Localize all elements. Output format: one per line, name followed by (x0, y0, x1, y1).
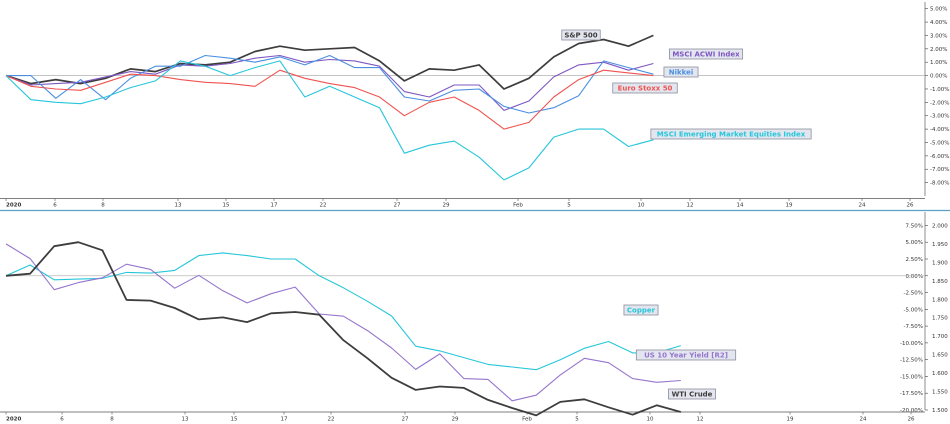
bottom-chart-panel: 7.50% 5.00% 2.50% 0.00% -2.50% -5.00% -7.50% -1… (0, 212, 948, 423)
euro-stoxx-50-label-box (612, 82, 678, 94)
msci-emerging-market-equities-index-label: MSCI Emerging Market Equities Index (657, 131, 806, 139)
y-tick-label: -7.00% (930, 167, 949, 173)
y-tick-label-left: -5.00% (904, 307, 923, 313)
y-tick-label: 5.00% (930, 7, 947, 13)
y-tick-label-left: -15.00% (900, 374, 923, 380)
x-tick-label: 15 (223, 203, 230, 209)
y-tick-label-left: -20.00% (900, 408, 923, 414)
y-tick-label-right: 1.550 (932, 390, 948, 396)
x-tick-label: 13 (182, 417, 189, 423)
y-tick-label: -1.00% (930, 87, 949, 93)
msci-emerging-market-equities-index-line (5, 60, 654, 181)
y-tick-label-right: 1.950 (932, 242, 948, 248)
x-tick-label: 24 (860, 417, 867, 423)
x-tick-label: 5 (575, 417, 579, 423)
top-chart-panel: 5.00% 4.00% 3.00% 2.00% 1.00% 0.00% -1.00% -2.0… (0, 2, 949, 209)
s-p-500-line (5, 34, 654, 90)
us-10-year-yield-r2-line (5, 243, 681, 402)
y-tick-label-right: 1.700 (932, 334, 948, 340)
x-tick-label: 15 (231, 417, 238, 423)
s-p-500-label: S&P 500 (564, 32, 597, 40)
y-tick-label-right: 1.500 (932, 408, 948, 414)
y-tick-label-left: -10.00% (900, 341, 923, 347)
y-tick-label-left: -2.50% (904, 291, 923, 297)
x-tick-label: 26 (908, 417, 915, 423)
y-tick-label: -4.00% (930, 127, 949, 133)
x-tick-label: 27 (402, 417, 409, 423)
copper-label: Copper (627, 307, 656, 315)
x-tick-label: 6 (60, 417, 64, 423)
y-tick-label: -5.00% (930, 140, 949, 146)
y-tick-label-right: 1.900 (932, 260, 948, 266)
y-tick-label-left: 5.00% (906, 240, 923, 246)
us-10-year-yield-r2-label: US 10 Year Yield [R2] (644, 352, 728, 360)
y-tick-label-left: 2.50% (906, 257, 923, 263)
x-tick-label: 27 (394, 203, 401, 209)
msci-acwi-index-line (5, 54, 654, 111)
y-tick-label-left: -7.50% (904, 324, 923, 330)
x-tick-label: 29 (443, 203, 450, 209)
copper-line (5, 252, 681, 371)
y-tick-label-right: 1.850 (932, 279, 948, 285)
x-tick-label: 22 (320, 203, 327, 209)
wti-crude-label-box (668, 388, 716, 400)
x-tick-label: 12 (687, 203, 694, 209)
x-tick-label: 24 (859, 203, 866, 209)
euro-stoxx-50-label: Euro Stoxx 50 (618, 85, 673, 93)
wti-crude-label: WTI Crude (672, 391, 713, 399)
y-tick-label-right: 1.650 (932, 353, 948, 359)
x-tick-label: Feb (513, 203, 523, 209)
y-tick-label-right: 2.000 (932, 223, 948, 229)
y-tick-label: 1.00% (930, 60, 947, 66)
y-tick-label-right: 1.600 (932, 371, 948, 377)
wti-crude-line (5, 241, 682, 417)
y-tick-label: -3.00% (930, 114, 949, 120)
x-tick-label: 8 (101, 203, 105, 209)
y-tick-label-left: 0.00% (906, 274, 923, 280)
x-tick-label: 5 (567, 203, 571, 209)
copper-label-box (623, 304, 659, 316)
x-tick-label: 8 (110, 417, 114, 423)
x-tick-label: 17 (271, 203, 278, 209)
x-tick-label: 2020 (6, 203, 21, 209)
msci-acwi-index-label-box (668, 48, 744, 60)
y-tick-label-left: 7.50% (906, 223, 923, 229)
y-tick-label-right: 1.800 (932, 297, 948, 303)
y-tick-label-left: -12.50% (900, 358, 923, 364)
y-tick-label: 3.00% (930, 33, 947, 39)
y-tick-label: 4.00% (930, 20, 947, 26)
msci-emerging-market-equities-index-label-box (650, 128, 812, 140)
x-tick-label: Feb (522, 417, 532, 423)
nikkei-line (6, 54, 654, 114)
us-10-year-yield-r2-label-box (635, 349, 737, 361)
x-tick-label: 26 (907, 203, 914, 209)
y-tick-label: -8.00% (930, 181, 949, 187)
x-tick-label: 10 (647, 417, 654, 423)
x-tick-label: 29 (452, 417, 459, 423)
y-tick-label-left: -17.50% (900, 391, 923, 397)
msci-acwi-index-label: MSCI ACWI Index (672, 51, 740, 59)
x-tick-label: 22 (328, 417, 335, 423)
x-tick-label: 17 (281, 417, 288, 423)
euro-stoxx-50-line (5, 69, 654, 130)
y-tick-label: 2.00% (930, 47, 947, 53)
y-tick-label: -2.00% (930, 100, 949, 106)
nikkei-label-box (663, 66, 699, 78)
nikkei-label: Nikkei (669, 69, 694, 77)
x-tick-label: 10 (638, 203, 645, 209)
s-p-500-label-box (561, 29, 601, 41)
x-tick-label: 19 (786, 203, 793, 209)
x-tick-label: 14 (737, 203, 744, 209)
x-tick-label: 13 (175, 203, 182, 209)
x-tick-label: 2020 (6, 417, 21, 423)
x-tick-label: 19 (787, 417, 794, 423)
x-tick-label: 6 (53, 203, 57, 209)
y-tick-label: -6.00% (930, 154, 949, 160)
y-tick-label-right: 1.750 (932, 316, 948, 322)
x-tick-label: 12 (697, 417, 704, 423)
y-tick-label: 0.00% (930, 74, 947, 80)
